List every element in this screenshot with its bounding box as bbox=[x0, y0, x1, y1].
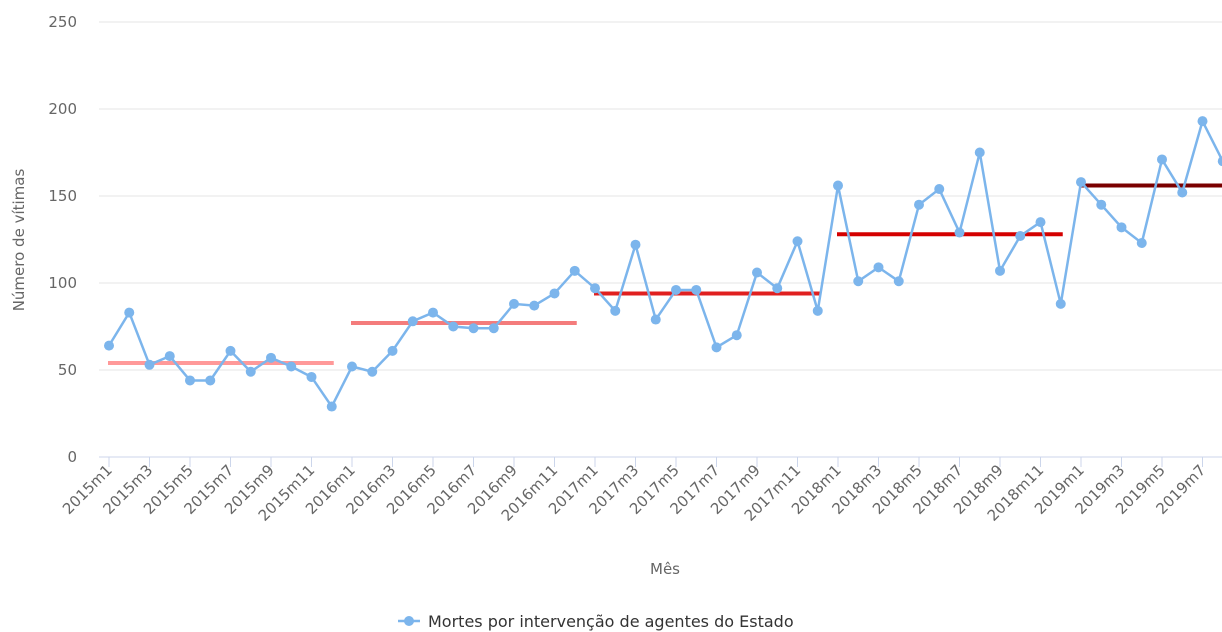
y-tick-label: 250 bbox=[48, 13, 77, 31]
point bbox=[407, 316, 418, 327]
point bbox=[1096, 199, 1107, 210]
point bbox=[124, 307, 135, 318]
point bbox=[225, 345, 236, 356]
point bbox=[893, 276, 904, 287]
point bbox=[164, 351, 175, 362]
point bbox=[995, 265, 1005, 276]
point bbox=[347, 361, 357, 372]
point bbox=[1015, 231, 1026, 242]
point bbox=[772, 283, 783, 294]
point bbox=[1076, 177, 1086, 188]
point bbox=[245, 366, 256, 377]
point bbox=[185, 375, 195, 386]
legend-label: Mortes por intervenção de agentes do Est… bbox=[428, 612, 794, 631]
point bbox=[1055, 298, 1066, 309]
point bbox=[205, 375, 216, 386]
point bbox=[1177, 187, 1188, 198]
point bbox=[873, 262, 884, 273]
point bbox=[792, 236, 803, 247]
point bbox=[549, 288, 560, 299]
y-tick-label: 150 bbox=[48, 187, 77, 205]
point bbox=[326, 401, 337, 412]
point bbox=[286, 361, 297, 372]
point bbox=[671, 284, 681, 295]
point bbox=[934, 184, 945, 195]
point bbox=[711, 342, 722, 353]
y-tick-label: 100 bbox=[48, 274, 77, 292]
point bbox=[448, 321, 459, 332]
point bbox=[610, 305, 621, 316]
point bbox=[1197, 116, 1208, 127]
point bbox=[1035, 217, 1046, 228]
point bbox=[529, 300, 540, 311]
point bbox=[509, 298, 519, 309]
point bbox=[590, 283, 600, 294]
point bbox=[812, 305, 823, 316]
point bbox=[1217, 156, 1222, 167]
point bbox=[306, 371, 317, 382]
point bbox=[731, 330, 742, 341]
point bbox=[1157, 154, 1167, 165]
point bbox=[387, 345, 398, 356]
point bbox=[144, 359, 155, 370]
y-tick-label: 200 bbox=[48, 100, 77, 118]
point bbox=[104, 340, 114, 351]
point bbox=[569, 265, 580, 276]
point bbox=[974, 147, 985, 158]
point bbox=[914, 199, 924, 210]
point bbox=[266, 352, 276, 363]
point bbox=[833, 180, 843, 191]
y-axis-title: Número de vítimas bbox=[10, 169, 28, 312]
point bbox=[954, 227, 965, 238]
point bbox=[1136, 237, 1147, 248]
point bbox=[630, 239, 641, 250]
point bbox=[691, 284, 702, 295]
point bbox=[468, 323, 479, 334]
x-axis-title: Mês bbox=[650, 560, 680, 578]
point bbox=[367, 366, 378, 377]
legend-marker bbox=[404, 616, 414, 626]
point bbox=[853, 276, 864, 287]
point bbox=[650, 314, 661, 325]
point bbox=[1116, 222, 1127, 233]
point bbox=[428, 307, 438, 318]
point bbox=[488, 323, 499, 334]
y-tick-label: 0 bbox=[67, 448, 77, 466]
y-tick-label: 50 bbox=[58, 361, 77, 379]
point bbox=[752, 267, 762, 278]
